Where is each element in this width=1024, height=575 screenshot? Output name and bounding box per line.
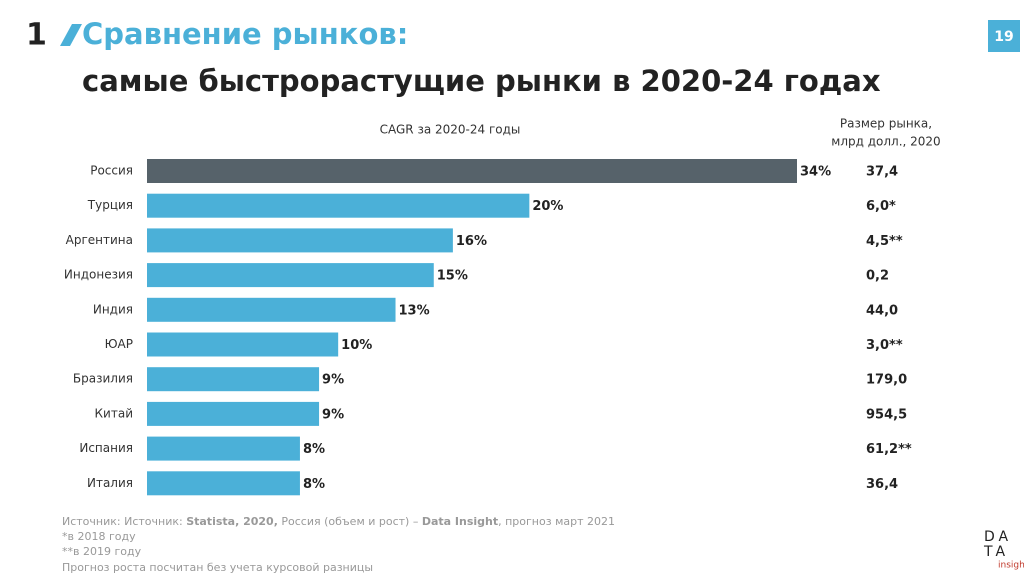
category-label: Италия: [87, 476, 133, 490]
bar: [147, 263, 434, 288]
source-part: Data Insight: [422, 515, 498, 528]
source: Источник: Источник: Statista, 2020, Росс…: [62, 515, 615, 528]
value-label: 20%: [532, 199, 563, 214]
column-header: Размер рынка,: [840, 117, 932, 131]
category-label: Индонезия: [64, 268, 133, 282]
bar: [147, 297, 396, 322]
category-label: Китай: [95, 406, 133, 420]
market-size: 179,0: [866, 373, 907, 388]
chart-title: CAGR за 2020-24 годы: [380, 123, 521, 137]
category-label: Россия: [90, 164, 133, 178]
value-label: 8%: [303, 442, 325, 457]
market-size: 6,0*: [866, 199, 896, 214]
market-size: 44,0: [866, 303, 898, 318]
subtitle: самые быстрорастущие рынки в 2020-24 год…: [82, 64, 881, 98]
bar: [147, 228, 453, 253]
bar: [147, 471, 300, 496]
slash-icon: [60, 24, 82, 46]
market-size: 37,4: [866, 165, 898, 180]
value-label: 16%: [456, 234, 487, 249]
category-label: Аргентина: [66, 233, 133, 247]
value-label: 9%: [322, 407, 344, 422]
category-label: Испания: [79, 441, 133, 455]
market-size: 954,5: [866, 407, 907, 422]
market-size: 4,5**: [866, 234, 903, 249]
bar: [147, 193, 530, 218]
column-header: млрд долл., 2020: [831, 135, 940, 149]
market-size: 0,2: [866, 269, 889, 284]
page-number: 19: [994, 29, 1013, 45]
category-label: ЮАР: [105, 337, 133, 351]
logo-text: DA: [984, 529, 1012, 545]
bar: [147, 159, 797, 183]
value-label: 8%: [303, 477, 325, 492]
source-part: Statista, 2020,: [186, 515, 278, 528]
value-label: 13%: [399, 303, 430, 318]
logo-text: insight: [998, 561, 1024, 571]
category-label: Бразилия: [73, 372, 133, 386]
footnote: Прогноз роста посчитан без учета курсово…: [62, 561, 373, 574]
title: Сравнение рынков:: [82, 17, 408, 51]
bar: [147, 401, 320, 426]
value-label: 15%: [437, 269, 468, 284]
slide-number: 1: [26, 18, 47, 53]
market-size: 3,0**: [866, 338, 903, 353]
source-part: Россия (объем и рост) –: [278, 515, 422, 528]
logo-text: TA: [983, 544, 1009, 560]
bar: [147, 332, 339, 357]
value-label: 9%: [322, 373, 344, 388]
source-part: , прогноз март 2021: [498, 515, 615, 528]
category-label: Индия: [93, 302, 133, 316]
market-size: 36,4: [866, 477, 898, 492]
bar: [147, 367, 320, 392]
page-badge: [988, 20, 1020, 52]
source-part: Источник: Источник:: [62, 515, 186, 528]
bar: [147, 436, 300, 461]
market-size: 61,2**: [866, 442, 912, 457]
footnote: **в 2019 году: [62, 545, 142, 558]
category-label: Турция: [87, 198, 133, 212]
value-label: 10%: [341, 338, 372, 353]
value-label: 34%: [800, 165, 831, 180]
footnote: *в 2018 году: [62, 530, 136, 543]
